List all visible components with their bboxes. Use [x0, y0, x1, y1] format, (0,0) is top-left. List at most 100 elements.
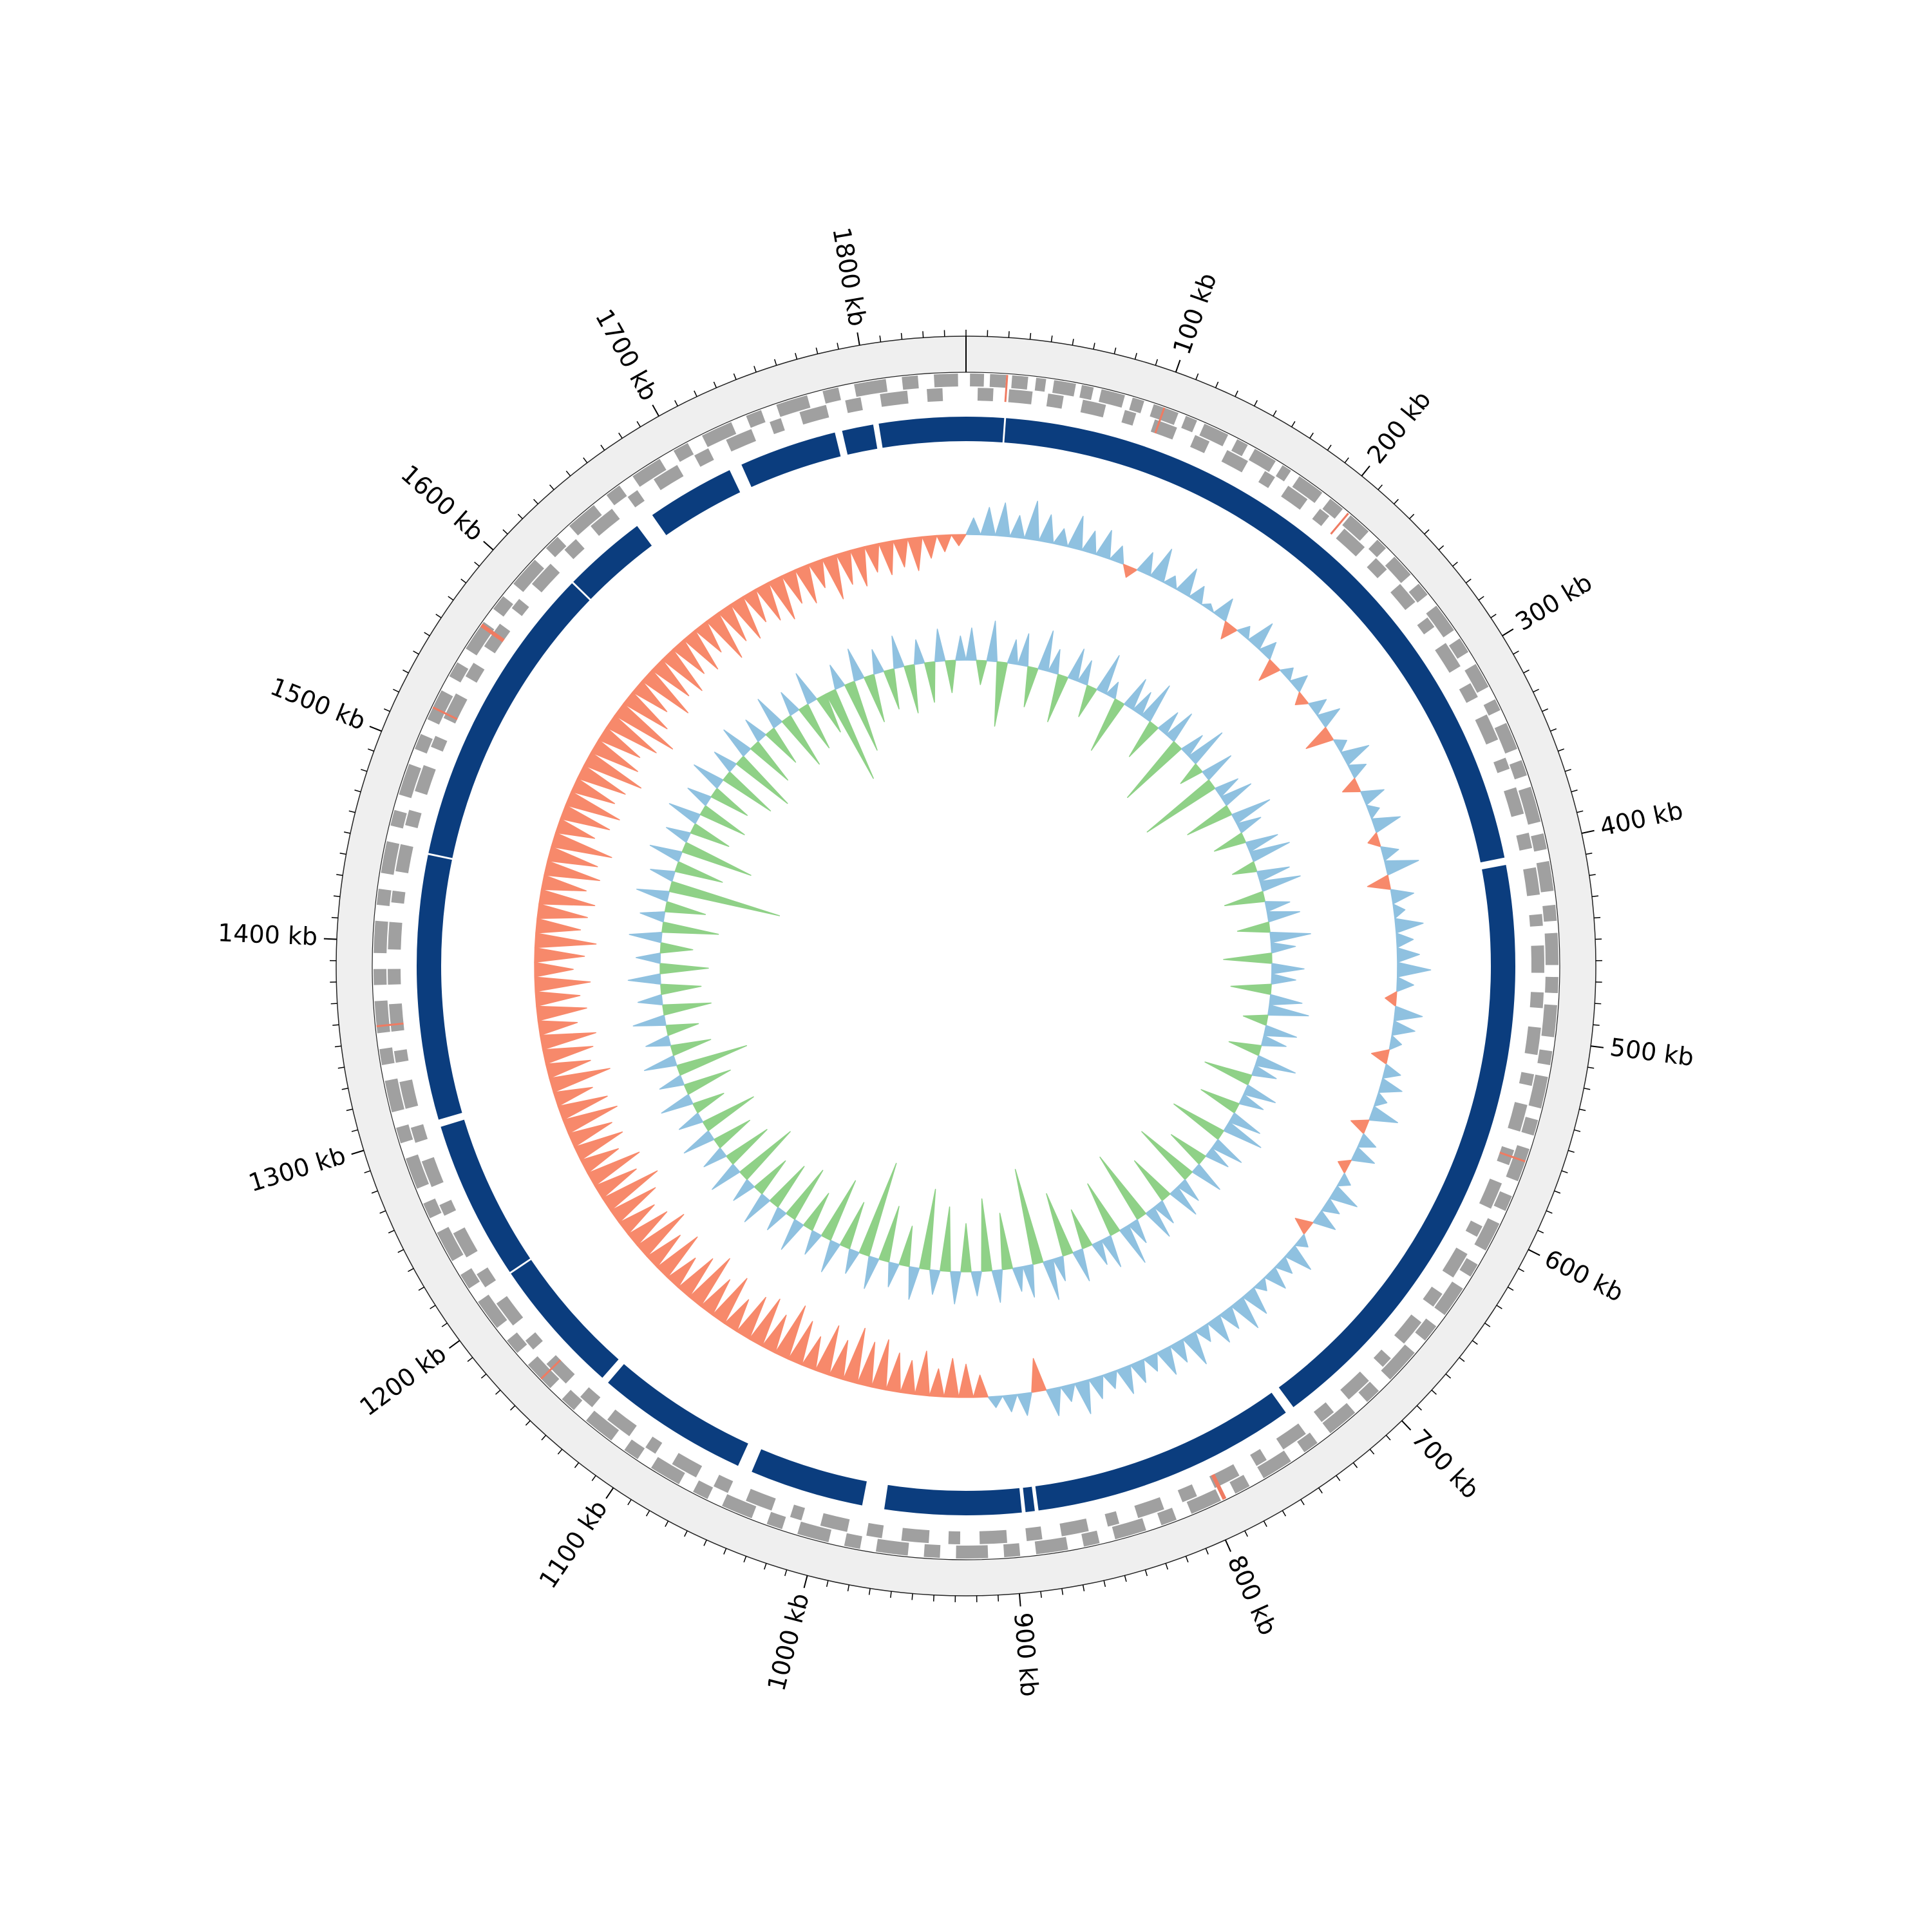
gc-skew-bar	[1042, 1258, 1059, 1300]
minor-tick	[533, 498, 538, 505]
tick-label: 1800 kb	[827, 225, 872, 328]
gc-skew-bar	[1255, 1055, 1296, 1074]
gene-minus	[1497, 1146, 1515, 1166]
minor-tick	[1595, 1003, 1602, 1005]
gene-minus	[1530, 992, 1544, 1009]
gc-skew-bar	[1127, 741, 1182, 799]
gc-content-bar	[1308, 699, 1327, 716]
gene-plus	[1248, 448, 1276, 472]
minor-tick	[1155, 359, 1159, 366]
gene-plus	[1542, 904, 1557, 922]
gc-skew-bar	[829, 665, 846, 690]
gc-skew-bar	[1220, 783, 1252, 806]
minor-tick	[413, 650, 419, 655]
contig	[842, 424, 878, 455]
gc-skew-bar	[1070, 1209, 1093, 1249]
tick-label: 200 kb	[1361, 386, 1436, 469]
gc-skew-bar	[660, 983, 702, 996]
contig	[1035, 1392, 1286, 1511]
gc-skew-bar	[816, 693, 841, 733]
minor-tick	[1113, 347, 1117, 354]
gene-plus	[776, 395, 811, 417]
gc-content-bar	[1312, 1210, 1336, 1230]
gc-skew-bar	[1128, 1218, 1147, 1244]
gene-minus	[770, 418, 785, 435]
gc-skew-bar	[745, 719, 766, 743]
gc-content-bar	[1338, 1159, 1352, 1174]
gc-skew-bar	[923, 661, 936, 703]
gc-skew-bar	[839, 1202, 865, 1249]
tick-label: 300 kb	[1510, 568, 1596, 636]
minor-tick	[1352, 1462, 1358, 1468]
gc-content-bar	[1031, 1358, 1047, 1393]
gc-content-bar	[627, 1211, 668, 1246]
minor-tick	[1327, 444, 1332, 451]
gc-skew-bar	[1180, 735, 1203, 757]
gene-minus	[653, 465, 684, 491]
minor-tick	[684, 1530, 688, 1537]
gc-content-bar	[1143, 1352, 1159, 1372]
gc-content-bar	[815, 1325, 840, 1376]
major-tick	[857, 332, 860, 346]
gc-content-bar	[1316, 708, 1340, 728]
gc-content-bar	[535, 918, 582, 934]
gc-skew-bar	[744, 1193, 771, 1222]
rna-feature	[1004, 375, 1009, 402]
minor-tick	[388, 1229, 395, 1234]
gc-skew-bar	[1204, 1061, 1253, 1086]
contig	[752, 1449, 867, 1506]
gene-minus	[525, 1332, 543, 1350]
gc-content-bar	[922, 535, 938, 559]
gc-skew-bar	[1231, 861, 1258, 875]
gc-skew-bar	[1214, 778, 1238, 798]
gc-content-bar	[534, 947, 585, 963]
gc-content-bar	[1347, 764, 1367, 779]
gc-content-bar	[1207, 1314, 1230, 1343]
gc-skew-bar	[683, 1069, 731, 1095]
gc-content-bar	[1023, 500, 1039, 542]
minor-tick	[1263, 1520, 1267, 1527]
gene-minus	[1394, 1314, 1422, 1344]
minor-tick	[424, 632, 430, 636]
minor-tick	[460, 578, 467, 583]
minor-tick	[1235, 390, 1238, 397]
gc-content-bar	[958, 1363, 974, 1398]
gc-content-bar	[893, 538, 909, 568]
gene-minus	[799, 404, 829, 425]
gc-content-bar	[1370, 1049, 1390, 1065]
gc-content-bar	[534, 961, 574, 978]
gene-minus	[564, 539, 585, 560]
minor-tick	[1144, 1569, 1148, 1577]
gc-content-bar	[994, 502, 1010, 538]
rna-feature	[1499, 1151, 1526, 1163]
major-tick	[1502, 628, 1514, 637]
minor-tick	[837, 343, 839, 350]
gc-skew-bar	[798, 703, 830, 748]
minor-tick	[618, 432, 623, 439]
gc-content-bar	[1253, 1276, 1267, 1291]
gc-content-bar	[1321, 1198, 1340, 1215]
minor-tick	[1165, 1563, 1168, 1570]
gene-plus	[1275, 465, 1291, 482]
gc-skew-bar	[1202, 755, 1231, 781]
gene-minus	[1281, 486, 1308, 510]
gene-minus	[694, 448, 714, 467]
gc-skew-bar	[1123, 679, 1146, 710]
minor-tick	[1416, 1405, 1422, 1411]
gene-plus	[379, 1047, 395, 1065]
gc-content-bar	[1394, 918, 1424, 934]
gc-skew-bar	[1242, 1014, 1269, 1026]
gc-skew-bar	[1077, 660, 1092, 686]
minor-tick	[773, 359, 777, 366]
gc-content-bar	[1182, 1331, 1207, 1365]
gc-skew-bar	[795, 673, 818, 705]
minor-tick	[1336, 1475, 1341, 1481]
gene-minus	[1465, 1220, 1482, 1237]
gene-plus	[1385, 556, 1411, 583]
gene-minus	[399, 1079, 419, 1109]
gc-content-bar	[1294, 1233, 1309, 1247]
gene-plus	[1464, 664, 1489, 693]
gene-plus	[1506, 1145, 1530, 1182]
gene-minus	[1435, 643, 1461, 673]
rna-feature	[480, 623, 505, 643]
